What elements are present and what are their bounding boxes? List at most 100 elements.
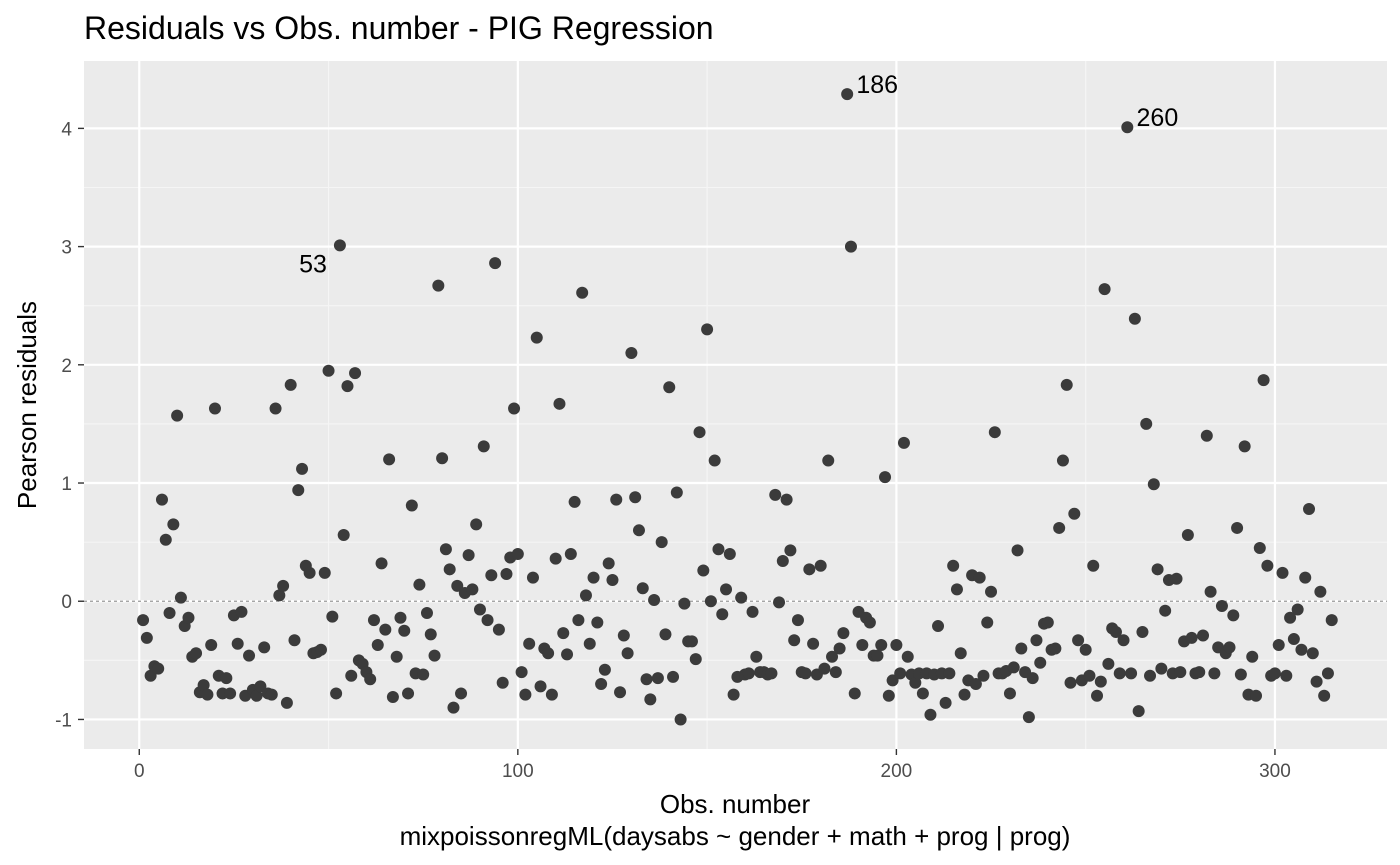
data-point	[651, 672, 664, 685]
data-point	[1287, 633, 1300, 646]
data-point	[674, 713, 687, 726]
x-tick-label: 100	[502, 761, 534, 782]
data-point	[841, 88, 854, 101]
data-point	[364, 673, 377, 686]
data-point	[890, 638, 903, 651]
data-point	[436, 452, 449, 465]
data-point	[844, 240, 857, 253]
data-point	[667, 670, 680, 683]
data-point	[598, 663, 611, 676]
data-point	[655, 536, 668, 549]
data-point	[765, 667, 778, 680]
data-point	[1147, 478, 1160, 491]
data-point	[712, 543, 725, 556]
data-point	[977, 669, 990, 682]
point-annotations: 53 186 260	[299, 71, 1178, 278]
data-point	[402, 687, 415, 700]
data-point	[220, 672, 233, 685]
data-point	[788, 634, 801, 647]
data-point	[386, 690, 399, 703]
data-point	[871, 649, 884, 662]
data-point	[258, 641, 271, 654]
data-point	[288, 634, 301, 647]
data-point	[988, 426, 1001, 439]
data-point	[916, 687, 929, 700]
data-point	[523, 637, 536, 650]
data-point	[367, 614, 380, 627]
data-point	[167, 518, 180, 531]
data-point	[1068, 507, 1081, 520]
data-point	[583, 637, 596, 650]
data-point	[383, 453, 396, 466]
data-point	[231, 637, 244, 650]
data-point	[969, 677, 982, 690]
data-point	[1072, 634, 1085, 647]
data-point	[417, 668, 430, 681]
data-point	[716, 608, 729, 621]
data-point	[663, 381, 676, 394]
data-point	[833, 642, 846, 655]
data-point	[500, 568, 513, 581]
data-point	[640, 673, 653, 686]
data-point	[1011, 544, 1024, 557]
data-point	[375, 557, 388, 570]
data-point	[1181, 529, 1194, 542]
data-point	[803, 563, 816, 576]
data-point	[1125, 667, 1138, 680]
data-point	[780, 493, 793, 506]
data-point	[939, 696, 952, 709]
data-point	[379, 623, 392, 636]
data-point	[405, 499, 418, 512]
data-point	[1310, 675, 1323, 688]
data-point	[848, 687, 861, 700]
data-point	[1022, 711, 1035, 724]
data-point	[735, 591, 748, 604]
data-point	[746, 605, 759, 618]
data-point	[1268, 667, 1281, 680]
data-point	[1193, 666, 1206, 679]
data-point	[943, 667, 956, 680]
data-point	[224, 687, 237, 700]
data-point	[557, 627, 570, 640]
data-point	[950, 583, 963, 596]
chart-title: Residuals vs Obs. number - PIG Regressio…	[84, 10, 714, 46]
data-point	[1056, 454, 1069, 467]
data-point	[568, 495, 581, 508]
data-point	[973, 571, 986, 584]
data-point	[981, 616, 994, 629]
data-point	[1325, 614, 1338, 627]
data-point	[314, 643, 327, 656]
y-tick-label: 0	[61, 592, 72, 613]
data-point	[689, 653, 702, 666]
data-point	[564, 547, 577, 560]
data-point	[685, 635, 698, 648]
data-point	[1128, 312, 1141, 325]
x-tick-labels: 0 100 200 300	[134, 761, 1291, 782]
data-point	[424, 628, 437, 641]
data-point	[1140, 417, 1153, 430]
data-point	[693, 426, 706, 439]
data-point	[455, 687, 468, 700]
data-point	[265, 688, 278, 701]
data-point	[345, 669, 358, 682]
data-point	[140, 631, 153, 644]
data-point	[1276, 566, 1289, 579]
data-point	[875, 638, 888, 651]
data-point	[704, 595, 717, 608]
data-point	[791, 614, 804, 627]
data-point	[235, 605, 248, 618]
data-point	[1295, 643, 1308, 656]
data-point	[1170, 572, 1183, 585]
data-point	[894, 667, 907, 680]
data-point	[576, 286, 589, 299]
data-point	[534, 680, 547, 693]
data-point	[530, 331, 543, 344]
data-point	[909, 676, 922, 689]
data-point	[750, 650, 763, 663]
data-point	[428, 649, 441, 662]
data-point	[595, 677, 608, 690]
data-point	[1272, 638, 1285, 651]
x-axis-subtitle: mixpoissonregML(daysabs ~ gender + math …	[400, 821, 1071, 851]
data-point	[1314, 585, 1327, 598]
data-point	[371, 638, 384, 651]
